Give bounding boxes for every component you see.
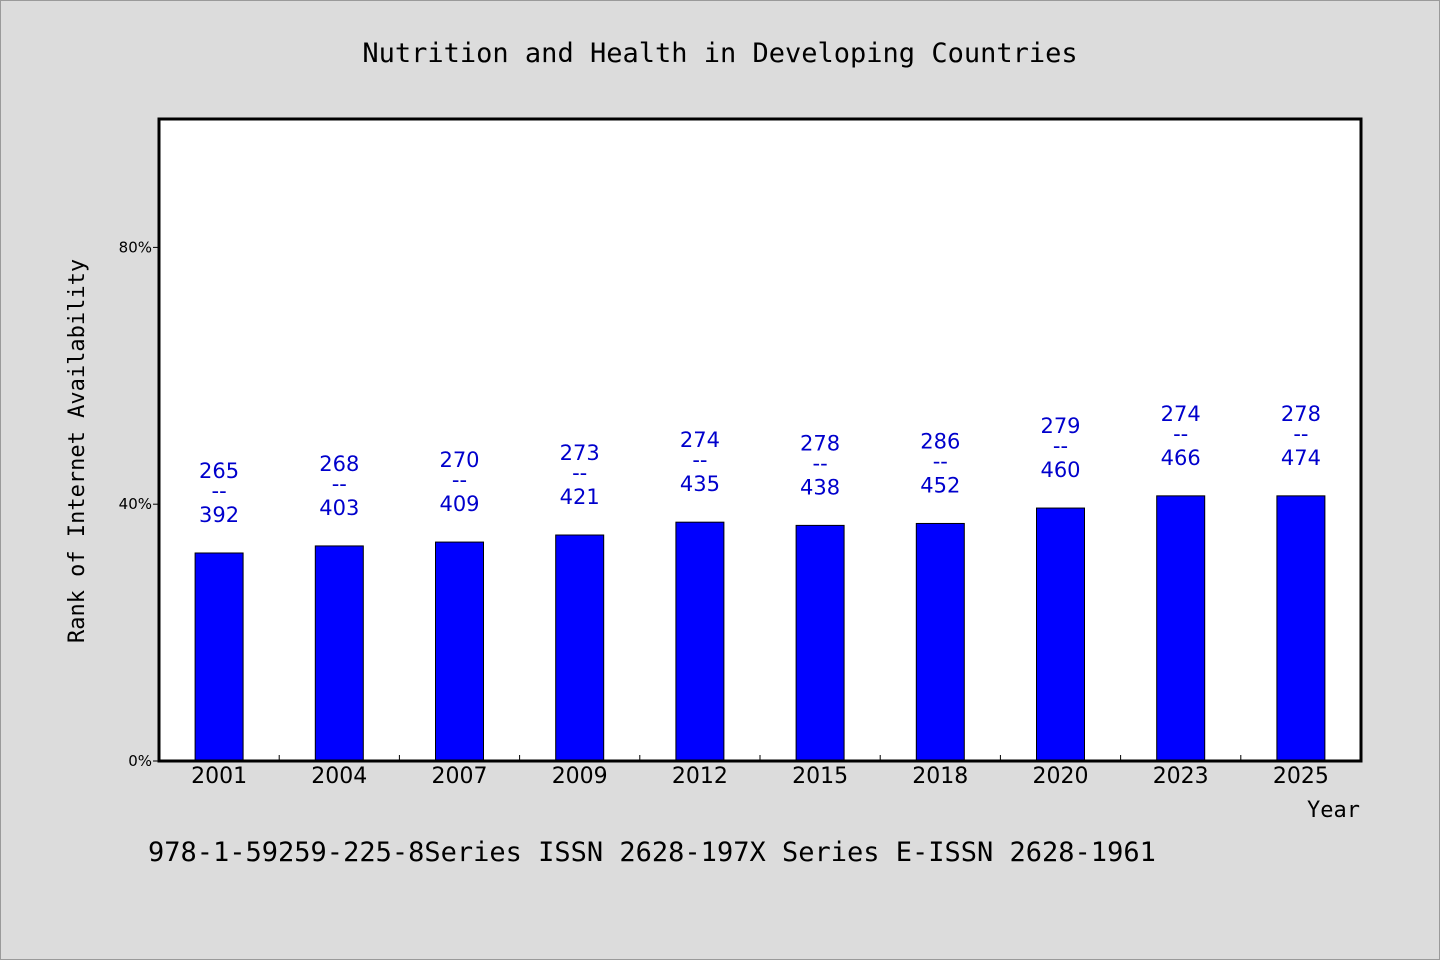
value-label-sep-2007: -- xyxy=(452,468,467,492)
plot-frame xyxy=(157,117,1363,763)
chart-title: Nutrition and Health in Developing Count… xyxy=(362,38,1077,69)
x-tick-label-2009: 2009 xyxy=(552,764,608,789)
value-label-sep-2001: -- xyxy=(212,479,227,503)
value-label-bottom-2004: 403 xyxy=(319,496,359,520)
value-label-sep-2018: -- xyxy=(933,449,948,473)
value-label-top-2025: 278 xyxy=(1281,402,1321,426)
value-label-bottom-2009: 421 xyxy=(560,485,600,509)
bar-2009 xyxy=(555,534,605,762)
value-label-top-2018: 286 xyxy=(920,429,960,453)
bar-2018 xyxy=(915,522,965,762)
value-label-top-2007: 270 xyxy=(439,448,479,472)
value-label-bottom-2015: 438 xyxy=(800,475,840,499)
x-tick-label-2023: 2023 xyxy=(1153,764,1209,789)
x-tick-label-2025: 2025 xyxy=(1273,764,1329,789)
y-axis-label: Rank of Internet Availability xyxy=(65,259,90,643)
value-label-sep-2009: -- xyxy=(572,461,587,485)
value-label-sep-2015: -- xyxy=(813,451,828,475)
y-ticks-group: 0% 40% 80% xyxy=(119,238,159,770)
bar-2004 xyxy=(314,545,364,762)
bar-2020 xyxy=(1036,507,1085,762)
y-tick-label-40: 40% xyxy=(119,495,152,513)
x-tick-label-2015: 2015 xyxy=(792,764,848,789)
bar-2015 xyxy=(795,524,845,762)
value-label-top-2023: 274 xyxy=(1161,402,1201,426)
value-label-bottom-2007: 409 xyxy=(439,492,479,516)
value-label-bottom-2023: 466 xyxy=(1161,446,1201,470)
value-label-top-2020: 279 xyxy=(1040,414,1080,438)
x-tick-label-2012: 2012 xyxy=(672,764,728,789)
bar-2007 xyxy=(435,541,484,762)
value-label-bottom-2018: 452 xyxy=(920,473,960,497)
bar-2001 xyxy=(194,552,244,762)
value-label-sep-2025: -- xyxy=(1293,422,1308,446)
x-axis-label: Year xyxy=(1307,798,1360,823)
bar-2023 xyxy=(1156,495,1206,762)
x-tick-label-2007: 2007 xyxy=(432,764,488,789)
footer-isbn-text: 978-1-59259-225-8Series ISSN 2628-197X S… xyxy=(148,837,1156,868)
value-label-top-2009: 273 xyxy=(560,441,600,465)
value-label-bottom-2020: 460 xyxy=(1040,458,1080,482)
value-labels-group: 265--392268--403270--409273--421274--435… xyxy=(199,402,1321,527)
x-ticks-group: 2001 2004 2007 2009 2012 2015 2018 2020 2023 2025 xyxy=(191,755,1329,789)
value-label-bottom-2025: 474 xyxy=(1281,446,1321,470)
x-tick-label-2018: 2018 xyxy=(912,764,968,789)
value-label-bottom-2001: 392 xyxy=(199,503,239,527)
value-label-sep-2012: -- xyxy=(692,448,707,472)
bars-group xyxy=(194,495,1326,762)
y-tick-label-0: 0% xyxy=(128,752,152,770)
bar-2025 xyxy=(1276,495,1326,762)
value-label-top-2001: 265 xyxy=(199,459,239,483)
value-label-bottom-2012: 435 xyxy=(680,472,720,496)
value-label-sep-2020: -- xyxy=(1053,434,1068,458)
value-label-top-2015: 278 xyxy=(800,431,840,455)
y-tick-label-80: 80% xyxy=(119,238,152,256)
value-label-top-2004: 268 xyxy=(319,452,359,476)
x-tick-label-2004: 2004 xyxy=(311,764,367,789)
value-label-sep-2004: -- xyxy=(332,472,347,496)
value-label-top-2012: 274 xyxy=(680,428,720,452)
x-tick-label-2020: 2020 xyxy=(1033,764,1089,789)
x-tick-label-2001: 2001 xyxy=(191,764,247,789)
value-label-sep-2023: -- xyxy=(1173,422,1188,446)
bar-2012 xyxy=(675,521,725,762)
